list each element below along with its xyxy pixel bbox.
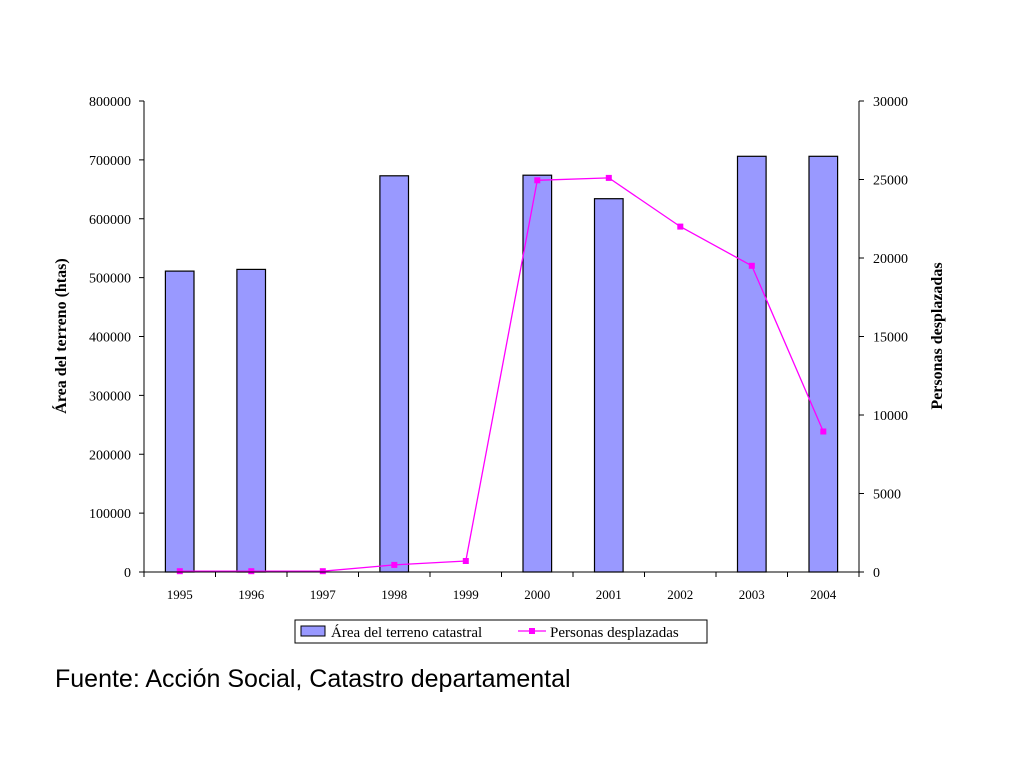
legend-frame [294,619,708,644]
legend-bar-swatch [300,625,326,637]
x-tick-label: 1997 [310,587,337,602]
bar-2001 [593,198,624,573]
left-tick-label: 600000 [89,213,131,228]
x-tick-label: 1998 [381,587,407,602]
line-point-2003 [748,262,755,269]
right-tick-label: 15000 [873,331,908,346]
line-point-2000 [534,177,541,184]
line-point-1996 [248,568,255,575]
left-tick-label: 200000 [89,448,131,463]
line-series [176,174,827,575]
left-tick-label: 400000 [89,331,131,346]
right-axis-title: Personas desplazadas [929,262,946,409]
line-point-2004 [820,428,827,435]
bar-1998 [379,175,410,573]
left-tick-label: 100000 [89,507,131,522]
x-tick-label: 2001 [596,587,622,602]
bar-1996 [236,268,267,573]
x-tick-label: 2004 [810,587,837,602]
bar-1995 [164,270,195,573]
x-tick-label: 2003 [739,587,765,602]
line-point-2002 [677,223,684,230]
source-note: Fuente: Acción Social, Catastro departam… [55,665,571,693]
left-tick-label: 500000 [89,272,131,287]
right-tick-label: 30000 [873,95,908,110]
line-point-1997 [319,568,326,575]
x-tick-label: 1996 [238,587,265,602]
legend: Área del terreno catastral Personas desp… [294,619,708,644]
line-point-1995 [176,568,183,575]
x-tick-label: 1995 [167,587,193,602]
right-tick-label: 25000 [873,174,908,189]
line-point-1999 [462,558,469,564]
right-tick-label: 5000 [873,488,901,503]
x-tick-label: 2002 [667,587,693,602]
right-tick-label: 10000 [873,409,908,424]
left-tick-label: 0 [124,566,131,581]
line-path [179,177,824,572]
legend-line-marker [529,628,535,634]
left-tick-label: 800000 [89,95,131,110]
line-point-1998 [391,561,398,568]
x-tick-label: 2000 [524,587,550,602]
axes: 0100000200000300000400000500000600000700… [89,95,908,602]
right-tick-label: 20000 [873,252,908,267]
right-tick-label: 0 [873,566,880,581]
bar-2004 [808,155,839,573]
legend-bar-label: Área del terreno catastral [331,624,482,641]
x-tick-label: 1999 [453,587,479,602]
left-axis-title: Área del terreno (htas) [51,258,70,413]
legend-line-label: Personas desplazadas [550,625,679,641]
bar-series [164,155,839,573]
line-point-2001 [605,174,612,181]
bar-2003 [736,155,767,573]
bar-2000 [522,174,553,573]
left-tick-label: 700000 [89,154,131,169]
left-tick-label: 300000 [89,389,131,404]
